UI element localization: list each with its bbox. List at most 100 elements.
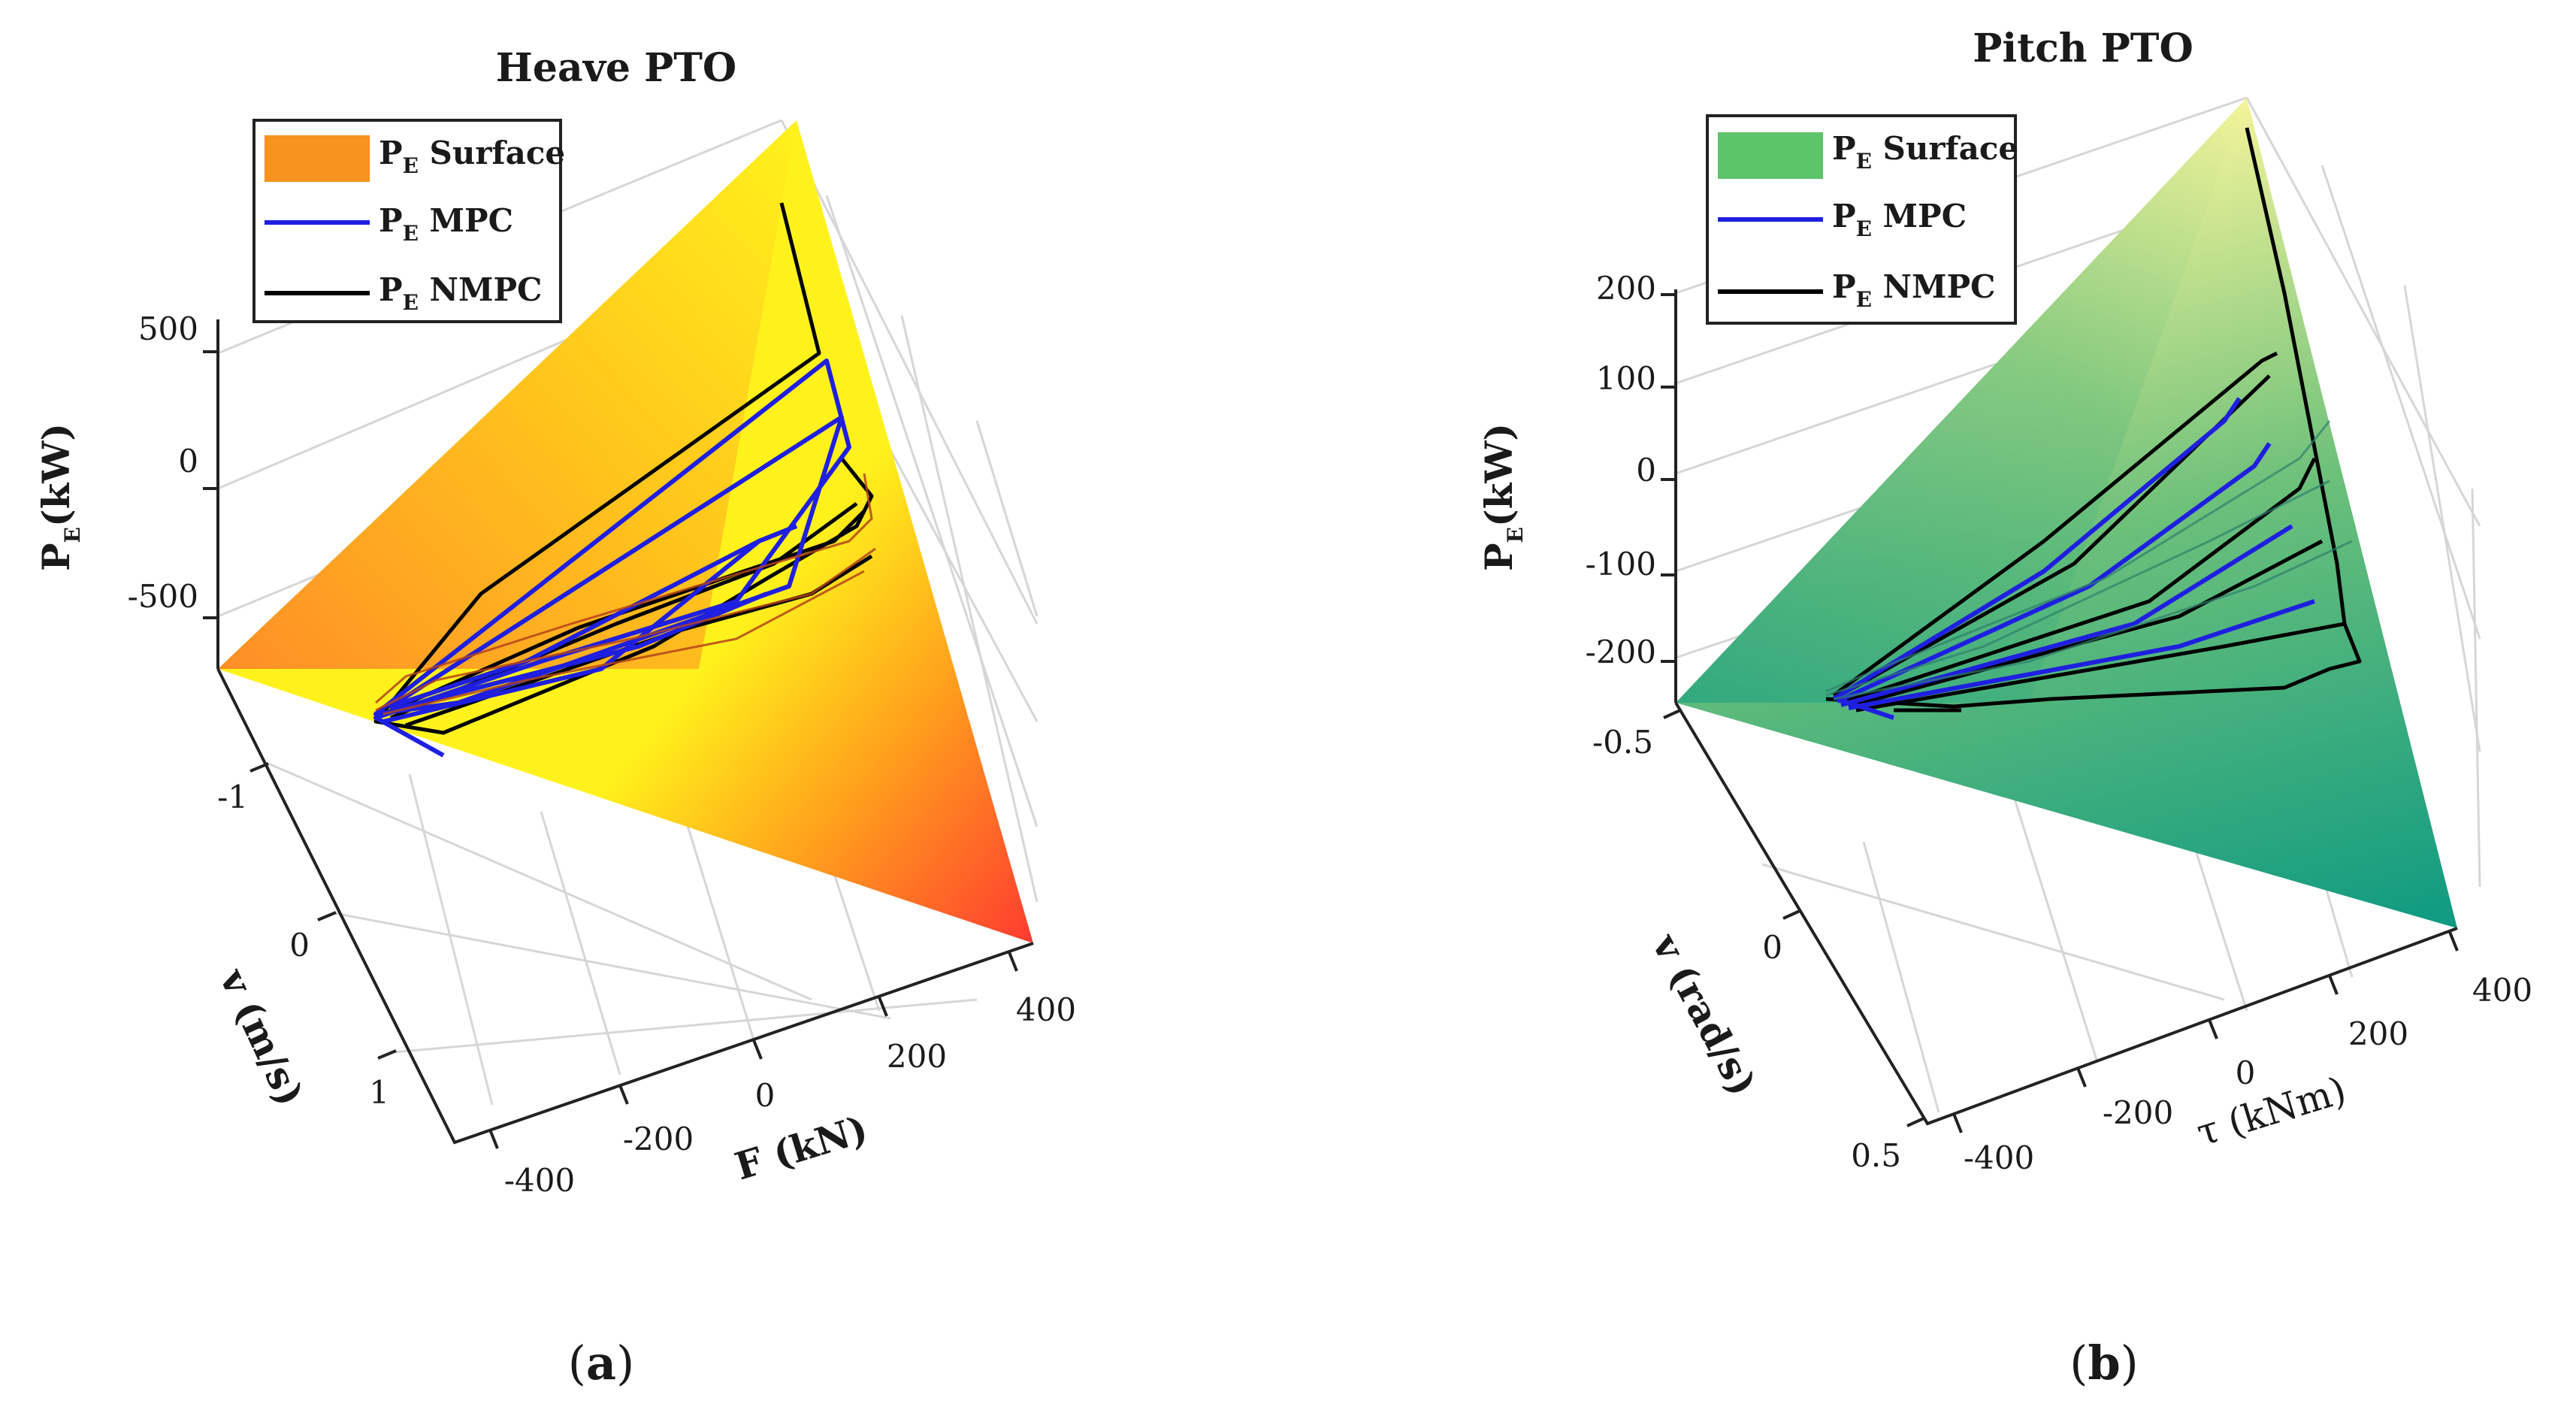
- x-ticks-a: -400 -200 0 200 400: [488, 952, 1076, 1199]
- x-tick-mark: [1008, 952, 1018, 972]
- y-tick-label: 0: [1762, 929, 1782, 966]
- grid-line: [540, 811, 621, 1076]
- grid-line: [780, 120, 1039, 625]
- xy-axis-a: [216, 668, 1034, 1145]
- grid-a: [217, 119, 1039, 1106]
- trace-b-line: [1833, 540, 2353, 700]
- y-tick-mark: [1906, 1117, 1924, 1127]
- legend-label-b-0: PE Surface: [1832, 130, 2018, 174]
- trace-b-line: [1825, 480, 2330, 697]
- grid-line: [2471, 488, 2481, 888]
- y-tick-mark: [317, 911, 337, 921]
- series-a-surface-trace: [375, 473, 876, 716]
- grid-line: [266, 761, 812, 1001]
- legend-label-b-1: PE MPC: [1832, 198, 1967, 241]
- title-a: Heave PTO: [496, 45, 736, 91]
- mpc-b-line: [1837, 697, 1894, 720]
- mpc-b-line: [1832, 397, 2242, 701]
- x-tick-label: 0: [2236, 1054, 2256, 1091]
- grid-line: [1761, 863, 2225, 1001]
- xy-axis-b: [1674, 701, 2458, 1126]
- y-tick-mark: [1782, 909, 1800, 920]
- x-tick-label: 0: [755, 1077, 776, 1114]
- z-tick-label: -200: [1586, 634, 1656, 670]
- grid-line: [408, 773, 494, 1106]
- legend-swatch-b-0: [1718, 132, 1823, 179]
- grid-line: [2321, 165, 2481, 640]
- nmpc-b-line: [1832, 351, 2278, 697]
- x-tick-label: -200: [2103, 1094, 2173, 1131]
- mpc-b-line: [1848, 599, 2315, 710]
- legend-label-b-2: PE NMPC: [1832, 268, 1995, 312]
- y-ticks-b: -0.5 0 0.5: [1592, 709, 1924, 1174]
- x-tick-mark: [2076, 1067, 2087, 1088]
- z-ticks-a: 500 0 -500: [128, 310, 219, 619]
- legend-label-a-0: PE Surface: [379, 135, 565, 178]
- y-tick-label: 0: [289, 927, 310, 964]
- x-axis-label-b: τ (kNm): [2192, 1068, 2351, 1154]
- y-tick-mark: [249, 762, 269, 773]
- nmpc-b-line: [1848, 539, 2324, 709]
- x-tick-label: -400: [1964, 1139, 2034, 1176]
- x-tick-label: 200: [887, 1038, 947, 1075]
- grid-line: [975, 420, 1039, 617]
- x-tick-mark: [2448, 931, 2459, 952]
- x-tick-mark: [878, 997, 888, 1017]
- grid-line: [675, 788, 757, 1045]
- x-tick-label: 200: [2348, 1015, 2408, 1052]
- z-ticks-b: 200 100 0 -100 -200: [1586, 270, 1677, 670]
- x-tick-mark: [2208, 1019, 2218, 1039]
- grid-line: [394, 998, 978, 1054]
- z-tick-label: 500: [138, 310, 198, 347]
- z-tick-label: 100: [1596, 360, 1656, 397]
- x-tick-mark: [2328, 975, 2339, 995]
- x-tick-mark: [1952, 1113, 1963, 1133]
- trace-b-line: [1825, 420, 2331, 693]
- grid-line: [1862, 841, 1940, 1113]
- y-tick-label: 1: [369, 1074, 389, 1111]
- x-tick-mark: [618, 1085, 629, 1105]
- trace-a-line: [375, 547, 876, 712]
- panel-b: 200 100 0 -100 -200 -0.5 0 0.5 -400 -200…: [1477, 26, 2532, 1390]
- caption-a: (a): [568, 1336, 635, 1390]
- legend-label-a-1: PE MPC: [379, 202, 513, 246]
- caption-b: (b): [2070, 1336, 2139, 1390]
- mpc-a-line: [382, 524, 798, 724]
- grid-line: [2245, 97, 2481, 527]
- legend-b: PE Surface PE MPC PE NMPC: [1706, 114, 2018, 325]
- z-tick-label: 0: [1636, 452, 1656, 489]
- trace-a-line: [375, 473, 873, 704]
- y-tick-label: -1: [217, 779, 248, 815]
- grid-line: [900, 315, 1039, 903]
- grid-line: [2403, 285, 2481, 752]
- surface-b-shade: [1676, 98, 2247, 703]
- x-tick-label: -200: [623, 1121, 694, 1157]
- series-b-surface-trace: [1825, 420, 2353, 700]
- y-axis-label-b: v (rad/s): [1643, 926, 1765, 1103]
- z-tick-label: 200: [1596, 270, 1656, 307]
- y-axis-label-a: v (m/s): [211, 961, 313, 1112]
- grid-line: [334, 912, 891, 1020]
- legend-swatch-a-0: [265, 135, 370, 182]
- y-tick-label: 0.5: [1851, 1137, 1901, 1174]
- mpc-b-line: [1836, 442, 2272, 703]
- nmpc-b-line: [1825, 127, 2362, 709]
- y-tick-mark: [377, 1049, 397, 1060]
- legend-label-a-2: PE NMPC: [379, 271, 542, 315]
- z-tick-label: 0: [178, 443, 198, 480]
- nmpc-b-line: [1855, 622, 2345, 713]
- x-axis-label-a: F (kN): [730, 1106, 872, 1188]
- x-tick-mark: [752, 1039, 763, 1060]
- trace-a-line: [382, 570, 865, 716]
- nmpc-b-line: [1840, 457, 2317, 705]
- x-tick-label: 400: [2472, 972, 2532, 1009]
- z-tick-label: -500: [128, 578, 198, 615]
- z-axis-label-a: PE(kW): [34, 423, 85, 571]
- y-ticks-a: -1 0 1: [217, 762, 397, 1111]
- mpc-a-line: [390, 591, 768, 713]
- panel-a: 500 0 -500 -1 0 1 -400 -200 0 200 400 P: [34, 45, 1076, 1390]
- x-tick-label: 400: [1016, 991, 1076, 1028]
- legend-a: PE Surface PE MPC PE NMPC: [252, 119, 565, 323]
- grid-line: [2012, 796, 2098, 1060]
